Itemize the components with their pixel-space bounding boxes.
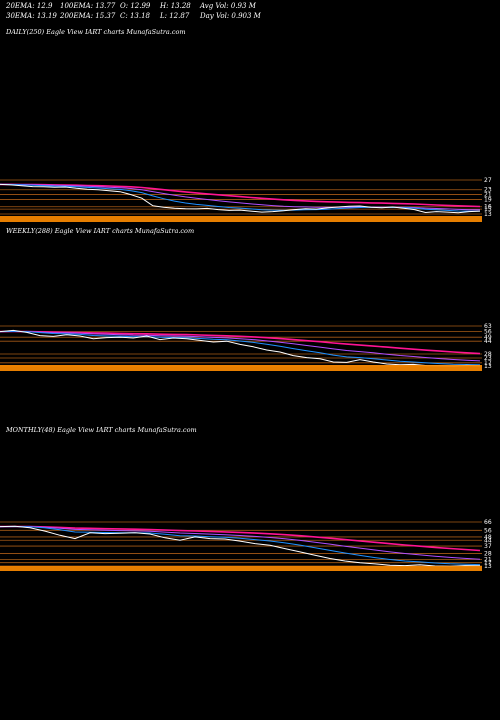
weekly-level-label: 28 xyxy=(484,351,492,358)
monthly-level-label: 21 xyxy=(484,556,492,563)
daily-level-label: 15 xyxy=(484,206,492,213)
close-readout: C: 13.18 xyxy=(120,12,150,20)
monthly-level-label: 48 xyxy=(484,534,492,541)
daily-level-label: 23 xyxy=(484,187,492,194)
daily-level-label: 27 xyxy=(484,177,492,184)
monthly-ema-mid-line xyxy=(0,525,481,560)
monthly-level-label: 17 xyxy=(484,560,492,567)
weekly-level-label: 49 xyxy=(484,334,492,341)
daily-volume-strip xyxy=(0,216,482,222)
monthly-panel-title: MONTHLY(48) Eagle View IART charts Munaf… xyxy=(6,426,197,434)
weekly-ema-mid-line xyxy=(0,330,481,362)
monthly-level-label: 56 xyxy=(484,527,492,534)
daily-level-label: 21 xyxy=(484,192,492,199)
ema200-readout: 200EMA: 15.37 xyxy=(60,12,116,20)
monthly-ema-long-line xyxy=(0,525,481,552)
monthly-volume-strip xyxy=(0,566,482,571)
open-readout: O: 12.99 xyxy=(120,2,151,10)
daily-level-label: 16 xyxy=(484,204,492,211)
ema100-readout: 100EMA: 13.77 xyxy=(60,2,116,10)
weekly-level-label: 17 xyxy=(484,360,492,367)
monthly-level-label: 37 xyxy=(484,543,492,550)
monthly-ema-short-line xyxy=(0,525,481,566)
low-readout: L: 12.87 xyxy=(160,12,190,20)
daily-panel-title: DAILY(250) Eagle View IART charts Munafa… xyxy=(6,28,186,36)
monthly-level-label: 66 xyxy=(484,519,492,526)
weekly-ema-short-line xyxy=(0,330,481,366)
weekly-price-line xyxy=(0,329,481,367)
weekly-panel-title: WEEKLY(288) Eagle View IART charts Munaf… xyxy=(6,227,195,235)
daily-ema-long-line xyxy=(0,183,481,208)
weekly-level-label: 44 xyxy=(484,338,492,345)
weekly-level-label: 23 xyxy=(484,355,492,362)
daily-level-label: 13 xyxy=(484,211,492,218)
ema20-readout: 20EMA: 12.9 xyxy=(6,2,53,10)
weekly-level-label: 63 xyxy=(484,323,492,330)
weekly-volume-strip xyxy=(0,365,482,371)
monthly-level-label: 44 xyxy=(484,537,492,544)
monthly-level-label: 28 xyxy=(484,551,492,558)
monthly-price-line xyxy=(0,525,481,567)
weekly-level-label: 56 xyxy=(484,329,492,336)
monthly-level-label: 13 xyxy=(484,563,492,570)
weekly-ema-long-line xyxy=(0,330,481,355)
day-vol-readout: Day Vol: 0.903 M xyxy=(200,12,261,20)
daily-price-line xyxy=(0,183,481,214)
daily-level-label: 19 xyxy=(484,196,492,203)
high-readout: H: 13.28 xyxy=(160,2,191,10)
weekly-level-label: 13 xyxy=(484,363,492,370)
avg-vol-readout: Avg Vol: 0.93 M xyxy=(200,2,256,10)
ema30-readout: 30EMA: 13.19 xyxy=(6,12,57,20)
indicator-header: 20EMA: 12.9 100EMA: 13.77 O: 12.99 H: 13… xyxy=(0,2,500,30)
